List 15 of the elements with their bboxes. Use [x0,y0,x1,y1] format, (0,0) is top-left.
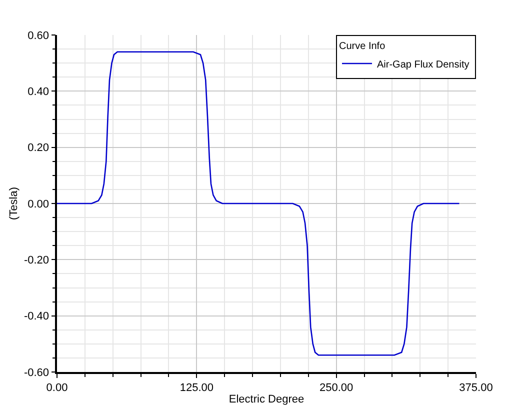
y-tick-label: -0.40 [24,310,50,323]
y-tick-label: 0.20 [28,142,50,154]
x-axis-title: Electric Degree [228,394,304,406]
y-tick-label: -0.20 [24,254,50,267]
legend-title: Curve Info [339,41,386,52]
y-axis-title: (Tesla) [8,186,20,220]
x-tick-label: 250.00 [320,382,354,394]
y-tick-label: -0.60 [24,366,50,379]
legend-label: Air-Gap Flux Density [377,59,470,70]
x-tick-label: 125.00 [180,382,214,394]
x-tick-label: 375.00 [459,382,493,394]
y-tick-label: 0.60 [28,30,50,42]
x-tick-label: 0.00 [46,382,68,394]
y-tick-label: 0.00 [28,198,50,210]
y-tick-label: 0.40 [28,86,50,98]
